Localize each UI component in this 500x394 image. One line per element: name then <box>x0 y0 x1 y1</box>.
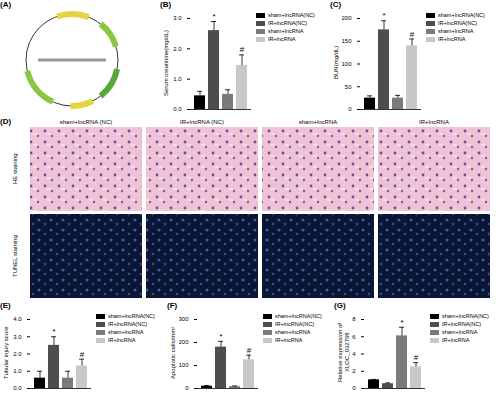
svg-text:200: 200 <box>342 15 352 21</box>
svg-text:*: * <box>382 11 385 20</box>
svg-text:#: # <box>414 353 419 362</box>
html-text:IR+lncRNA(NC): IR+lncRNA(NC) <box>438 20 477 26</box>
html-text:IR+lncRNA: IR+lncRNA <box>438 36 466 42</box>
svg-text:4.0: 4.0 <box>13 316 22 322</box>
html-text:IR+lncRNA(NC): IR+lncRNA(NC) <box>268 20 307 26</box>
svg-text:*: * <box>219 332 222 341</box>
html-text:IR+lncRNA: IR+lncRNA <box>442 337 470 343</box>
svg-text:*: * <box>400 318 403 327</box>
html-text:sham+lncRNA(NC): sham+lncRNA(NC) <box>438 12 485 18</box>
html-text:sham+lncRNA(NC): sham+lncRNA(NC) <box>268 12 315 18</box>
html-text:HE staining: HE staining <box>12 153 18 185</box>
svg-text:#: # <box>80 350 85 359</box>
html-text:(D): (D) <box>0 117 12 126</box>
svg-text:#: # <box>247 346 252 355</box>
html-text:sham+lncRNA(NC): sham+lncRNA(NC) <box>275 313 322 319</box>
svg-text:#: # <box>240 45 245 54</box>
html-text:(C): (C) <box>330 0 342 9</box>
html-text:sham+lncRNA (NC): sham+lncRNA (NC) <box>59 119 113 125</box>
html-text:(G): (G) <box>334 301 346 310</box>
svg-text:8: 8 <box>352 316 356 322</box>
html-text:sham+lncRNA: sham+lncRNA <box>268 28 304 34</box>
html-text:IR+lncRNA(NC): IR+lncRNA(NC) <box>442 321 481 327</box>
html-text:(A): (A) <box>0 0 12 9</box>
svg-text:100: 100 <box>179 362 189 368</box>
html-text:IR+lncRNA: IR+lncRNA <box>275 337 303 343</box>
html-text:Relative expression of XLOC_03: Relative expression of XLOC_032768 <box>337 323 350 382</box>
html-text:IR+lncRNA(NC): IR+lncRNA(NC) <box>275 321 314 327</box>
svg-text:#: # <box>410 30 415 39</box>
html-text:(E): (E) <box>0 301 11 310</box>
svg-text:0: 0 <box>348 106 352 112</box>
html-text:sham+lncRNA: sham+lncRNA <box>108 329 144 335</box>
html-text:(F): (F) <box>167 301 178 310</box>
html-text:Serum creatinine(mg/dL): Serum creatinine(mg/dL) <box>163 29 169 96</box>
svg-text:150: 150 <box>342 38 352 44</box>
html-text:sham+lncRNA: sham+lncRNA <box>442 329 478 335</box>
svg-text:3.0: 3.0 <box>173 15 182 21</box>
html-text:sham+lncRNA: sham+lncRNA <box>275 329 311 335</box>
svg-text:200: 200 <box>179 339 189 345</box>
svg-text:1.0: 1.0 <box>173 76 182 82</box>
svg-text:*: * <box>52 327 55 336</box>
html-text:IR+lncRNA(NC): IR+lncRNA(NC) <box>108 321 147 327</box>
html-text:BUN(mg/dL): BUN(mg/dL) <box>333 45 339 80</box>
html-text:sham+lncRNA(NC): sham+lncRNA(NC) <box>108 313 155 319</box>
html-text:IR+lncRNA: IR+lncRNA <box>268 36 296 42</box>
svg-text:6: 6 <box>352 334 356 340</box>
html-text:TUNEL staining: TUNEL staining <box>12 235 18 277</box>
svg-text:100: 100 <box>342 61 352 67</box>
svg-text:0: 0 <box>185 385 189 391</box>
svg-text:2.0: 2.0 <box>173 46 182 52</box>
svg-text:2.0: 2.0 <box>13 351 22 357</box>
html-text:IR+lncRNA: IR+lncRNA <box>108 337 136 343</box>
html-text:sham+lncRNA: sham+lncRNA <box>438 28 474 34</box>
svg-text:50: 50 <box>345 84 352 90</box>
svg-text:2: 2 <box>352 368 356 374</box>
html-text:(B): (B) <box>160 0 172 9</box>
svg-text:0.0: 0.0 <box>173 106 182 112</box>
svg-text:1.0: 1.0 <box>13 368 22 374</box>
html-text:Apoptotic cells/mm²: Apoptotic cells/mm² <box>170 326 176 379</box>
svg-text:0: 0 <box>352 385 356 391</box>
svg-text:3.0: 3.0 <box>13 334 22 340</box>
svg-text:*: * <box>212 12 215 21</box>
svg-text:4: 4 <box>352 351 356 357</box>
html-text:IR+lncRNA (NC): IR+lncRNA (NC) <box>180 119 224 125</box>
html-text:IR+lncRNA: IR+lncRNA <box>419 119 449 125</box>
html-text:Tubular injury score: Tubular injury score <box>3 326 9 379</box>
html-text:sham+lncRNA: sham+lncRNA <box>298 119 338 125</box>
svg-text:300: 300 <box>179 316 189 322</box>
svg-text:0.0: 0.0 <box>13 385 22 391</box>
html-text:sham+lncRNA(NC): sham+lncRNA(NC) <box>442 313 489 319</box>
